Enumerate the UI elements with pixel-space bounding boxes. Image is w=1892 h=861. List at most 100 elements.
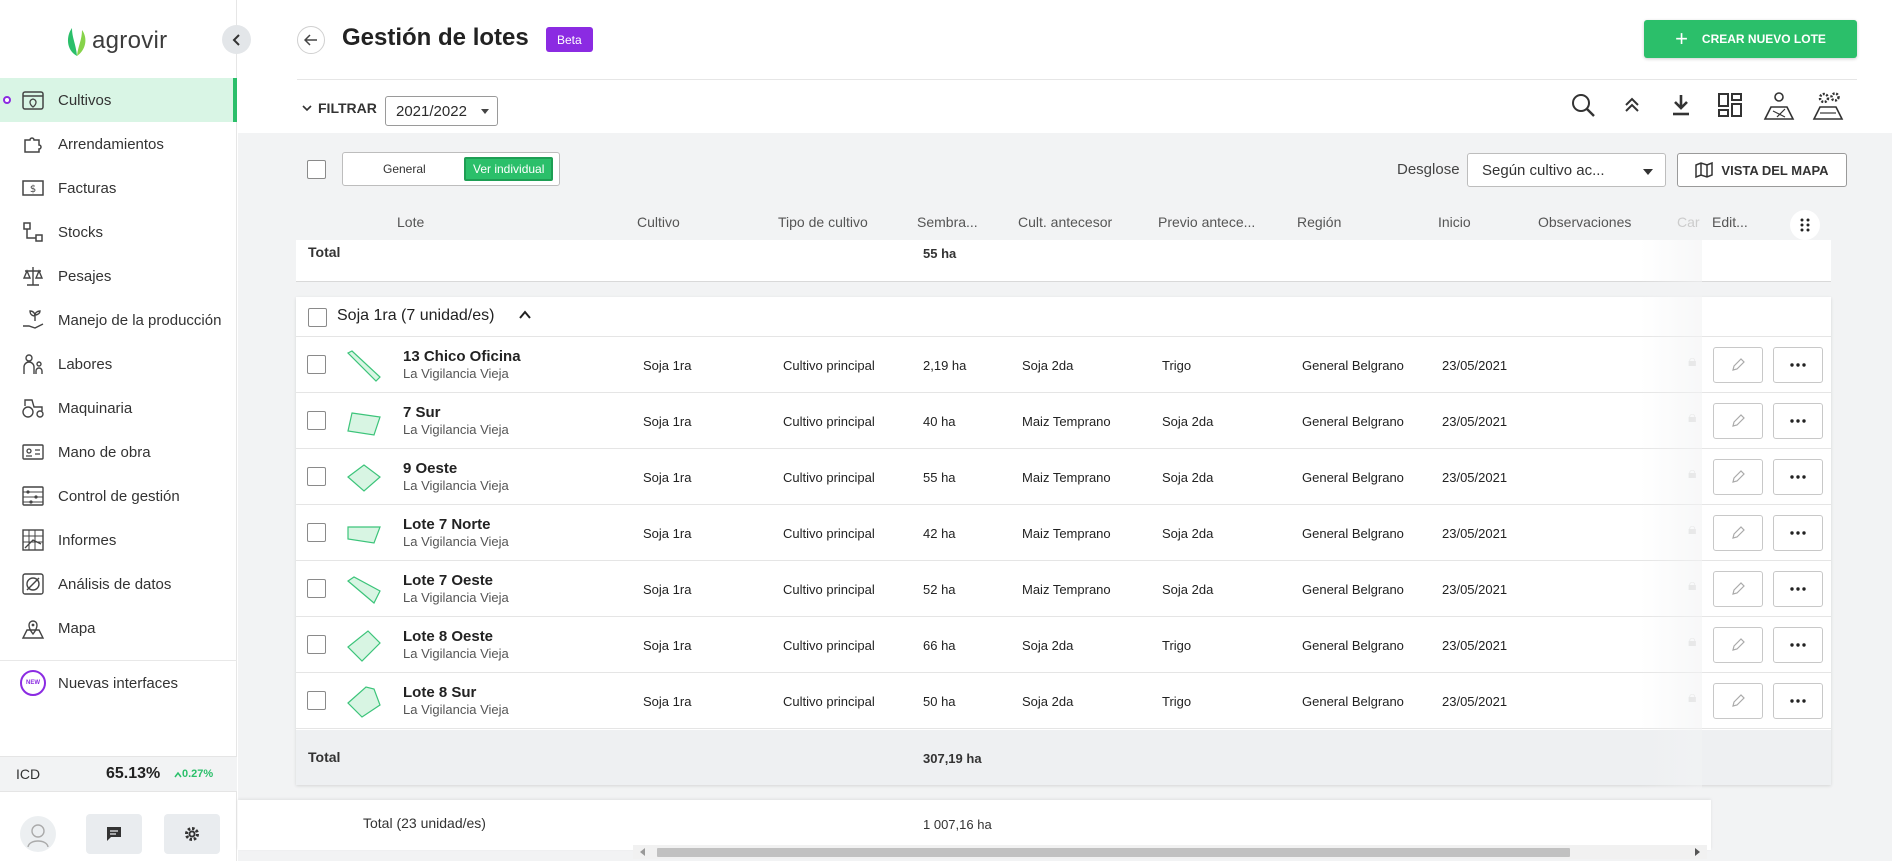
lote-name[interactable]: 9 Oeste xyxy=(403,460,458,477)
table-row[interactable]: 13 Chico Oficina La Vigilancia Vieja Soj… xyxy=(296,337,1831,393)
sidebar-item-pesajes[interactable]: Pesajes xyxy=(0,254,237,298)
sidebar-item-stocks[interactable]: Stocks xyxy=(0,210,237,254)
sidebar-item-nuevas-interfaces[interactable]: NEW Nuevas interfaces xyxy=(20,670,178,696)
group-checkbox[interactable] xyxy=(308,308,327,327)
row-checkbox[interactable] xyxy=(307,411,326,430)
more-options-button[interactable] xyxy=(1773,459,1823,495)
sidebar-item-arrendamientos[interactable]: Arrendamientos xyxy=(0,122,237,166)
more-options-button[interactable] xyxy=(1773,683,1823,719)
edit-button[interactable] xyxy=(1713,403,1763,439)
table-row[interactable]: Lote 7 Norte La Vigilancia Vieja Soja 1r… xyxy=(296,505,1831,561)
row-checkbox[interactable] xyxy=(307,691,326,710)
table-row[interactable]: 9 Oeste La Vigilancia Vieja Soja 1ra Cul… xyxy=(296,449,1831,505)
agrovir-logo[interactable]: agrovir xyxy=(64,24,167,58)
sidebar-item-mano-de-obra[interactable]: Mano de obra xyxy=(0,430,237,474)
lote-name[interactable]: Lote 7 Oeste xyxy=(403,572,494,589)
column-header-lote[interactable]: Lote xyxy=(397,214,425,230)
report-icon xyxy=(20,527,46,553)
more-options-button[interactable] xyxy=(1773,571,1823,607)
more-options-button[interactable] xyxy=(1773,403,1823,439)
sidebar-item-manejo-produccion[interactable]: Manejo de la producción xyxy=(0,298,237,342)
scrollbar-thumb[interactable] xyxy=(657,848,1570,857)
filter-toggle[interactable]: FILTRAR xyxy=(302,100,377,116)
edit-button[interactable] xyxy=(1713,347,1763,383)
sidebar-item-cultivos[interactable]: Cultivos xyxy=(0,78,237,122)
search-button[interactable] xyxy=(1566,88,1599,121)
view-individual-option[interactable]: Ver individual xyxy=(464,157,554,181)
column-header-previo-antecesor[interactable]: Previo antece... xyxy=(1158,214,1256,230)
column-header-car[interactable]: Car xyxy=(1677,214,1700,230)
column-header-cultivo[interactable]: Cultivo xyxy=(637,214,680,230)
layout-grid-button[interactable] xyxy=(1713,88,1746,121)
edit-button[interactable] xyxy=(1713,571,1763,607)
sidebar-item-labores[interactable]: Labores xyxy=(0,342,237,386)
column-header-inicio[interactable]: Inicio xyxy=(1438,214,1471,230)
lote-name[interactable]: 7 Sur xyxy=(403,404,441,421)
row-checkbox[interactable] xyxy=(307,635,326,654)
row-checkbox[interactable] xyxy=(307,579,326,598)
table-row[interactable]: 7 Sur La Vigilancia Vieja Soja 1ra Culti… xyxy=(296,393,1831,449)
column-header-sembrado[interactable]: Sembra... xyxy=(917,214,978,230)
map-person-button[interactable] xyxy=(1762,88,1795,121)
table-row[interactable]: Lote 8 Oeste La Vigilancia Vieja Soja 1r… xyxy=(296,617,1831,673)
download-button[interactable] xyxy=(1664,88,1697,121)
column-header-edit[interactable]: Edit... xyxy=(1712,214,1748,230)
edit-button[interactable] xyxy=(1713,683,1763,719)
sidebar-item-informes[interactable]: Informes xyxy=(0,518,237,562)
collapse-all-button[interactable] xyxy=(1615,88,1648,121)
divider xyxy=(296,281,1831,282)
header-divider xyxy=(297,79,1857,80)
scroll-left-arrow-icon[interactable] xyxy=(640,848,645,856)
column-header-observaciones[interactable]: Observaciones xyxy=(1538,214,1632,230)
desglose-select[interactable]: Según cultivo ac... xyxy=(1467,153,1666,187)
lock-icon: 🔒︎ xyxy=(1688,521,1697,538)
select-all-checkbox[interactable] xyxy=(307,160,326,179)
lote-farm: La Vigilancia Vieja xyxy=(403,422,509,437)
cell-inicio: 23/05/2021 xyxy=(1442,414,1508,429)
view-general-option[interactable]: General xyxy=(383,162,426,176)
edit-button[interactable] xyxy=(1713,515,1763,551)
column-header-tipo-cultivo[interactable]: Tipo de cultivo xyxy=(778,214,868,230)
map-settings-button[interactable] xyxy=(1811,88,1844,121)
horizontal-scrollbar[interactable] xyxy=(633,845,1707,859)
sidebar-item-maquinaria[interactable]: Maquinaria xyxy=(0,386,237,430)
icd-label: ICD xyxy=(16,766,41,782)
sidebar-item-control-gestion[interactable]: Control de gestión xyxy=(0,474,237,518)
map-view-button[interactable]: VISTA DEL MAPA xyxy=(1677,153,1847,187)
column-settings-button[interactable] xyxy=(1790,210,1820,240)
sidebar-footer xyxy=(0,806,237,861)
sidebar-item-analisis-datos[interactable]: Análisis de datos xyxy=(0,562,237,606)
chevron-left-icon xyxy=(232,33,240,46)
more-options-button[interactable] xyxy=(1773,347,1823,383)
create-lote-button[interactable]: + CREAR NUEVO LOTE xyxy=(1644,20,1857,58)
edit-button[interactable] xyxy=(1713,627,1763,663)
lote-shape-icon xyxy=(347,464,381,492)
lote-name[interactable]: Lote 8 Sur xyxy=(403,684,477,701)
collapse-sidebar-button[interactable] xyxy=(222,25,251,54)
more-options-button[interactable] xyxy=(1773,515,1823,551)
sidebar-item-mapa[interactable]: Mapa xyxy=(0,606,237,650)
lote-name[interactable]: Lote 7 Norte xyxy=(403,516,491,533)
lote-name[interactable]: Lote 8 Oeste xyxy=(403,628,494,645)
scroll-right-arrow-icon[interactable] xyxy=(1695,848,1700,856)
sidebar-item-facturas[interactable]: $ Facturas xyxy=(0,166,237,210)
column-header-region[interactable]: Región xyxy=(1297,214,1342,230)
edit-button[interactable] xyxy=(1713,459,1763,495)
row-checkbox[interactable] xyxy=(307,467,326,486)
chat-button[interactable] xyxy=(86,813,142,854)
cell-inicio: 23/05/2021 xyxy=(1442,526,1508,541)
chevron-up-icon[interactable] xyxy=(518,308,532,327)
cell-cultivo: Soja 1ra xyxy=(643,414,692,429)
more-options-button[interactable] xyxy=(1773,627,1823,663)
avatar[interactable] xyxy=(20,815,56,852)
cell-tipo: Cultivo principal xyxy=(783,582,875,597)
column-header-cult-antecesor[interactable]: Cult. antecesor xyxy=(1018,214,1113,230)
row-checkbox[interactable] xyxy=(307,523,326,542)
row-checkbox[interactable] xyxy=(307,355,326,374)
lote-name[interactable]: 13 Chico Oficina xyxy=(403,348,521,365)
settings-button[interactable] xyxy=(164,813,220,854)
table-row[interactable]: Lote 7 Oeste La Vigilancia Vieja Soja 1r… xyxy=(296,561,1831,617)
season-select[interactable]: 2021/2022 xyxy=(385,96,498,126)
back-button[interactable] xyxy=(297,26,325,54)
table-row[interactable]: Lote 8 Sur La Vigilancia Vieja Soja 1ra … xyxy=(296,673,1831,729)
